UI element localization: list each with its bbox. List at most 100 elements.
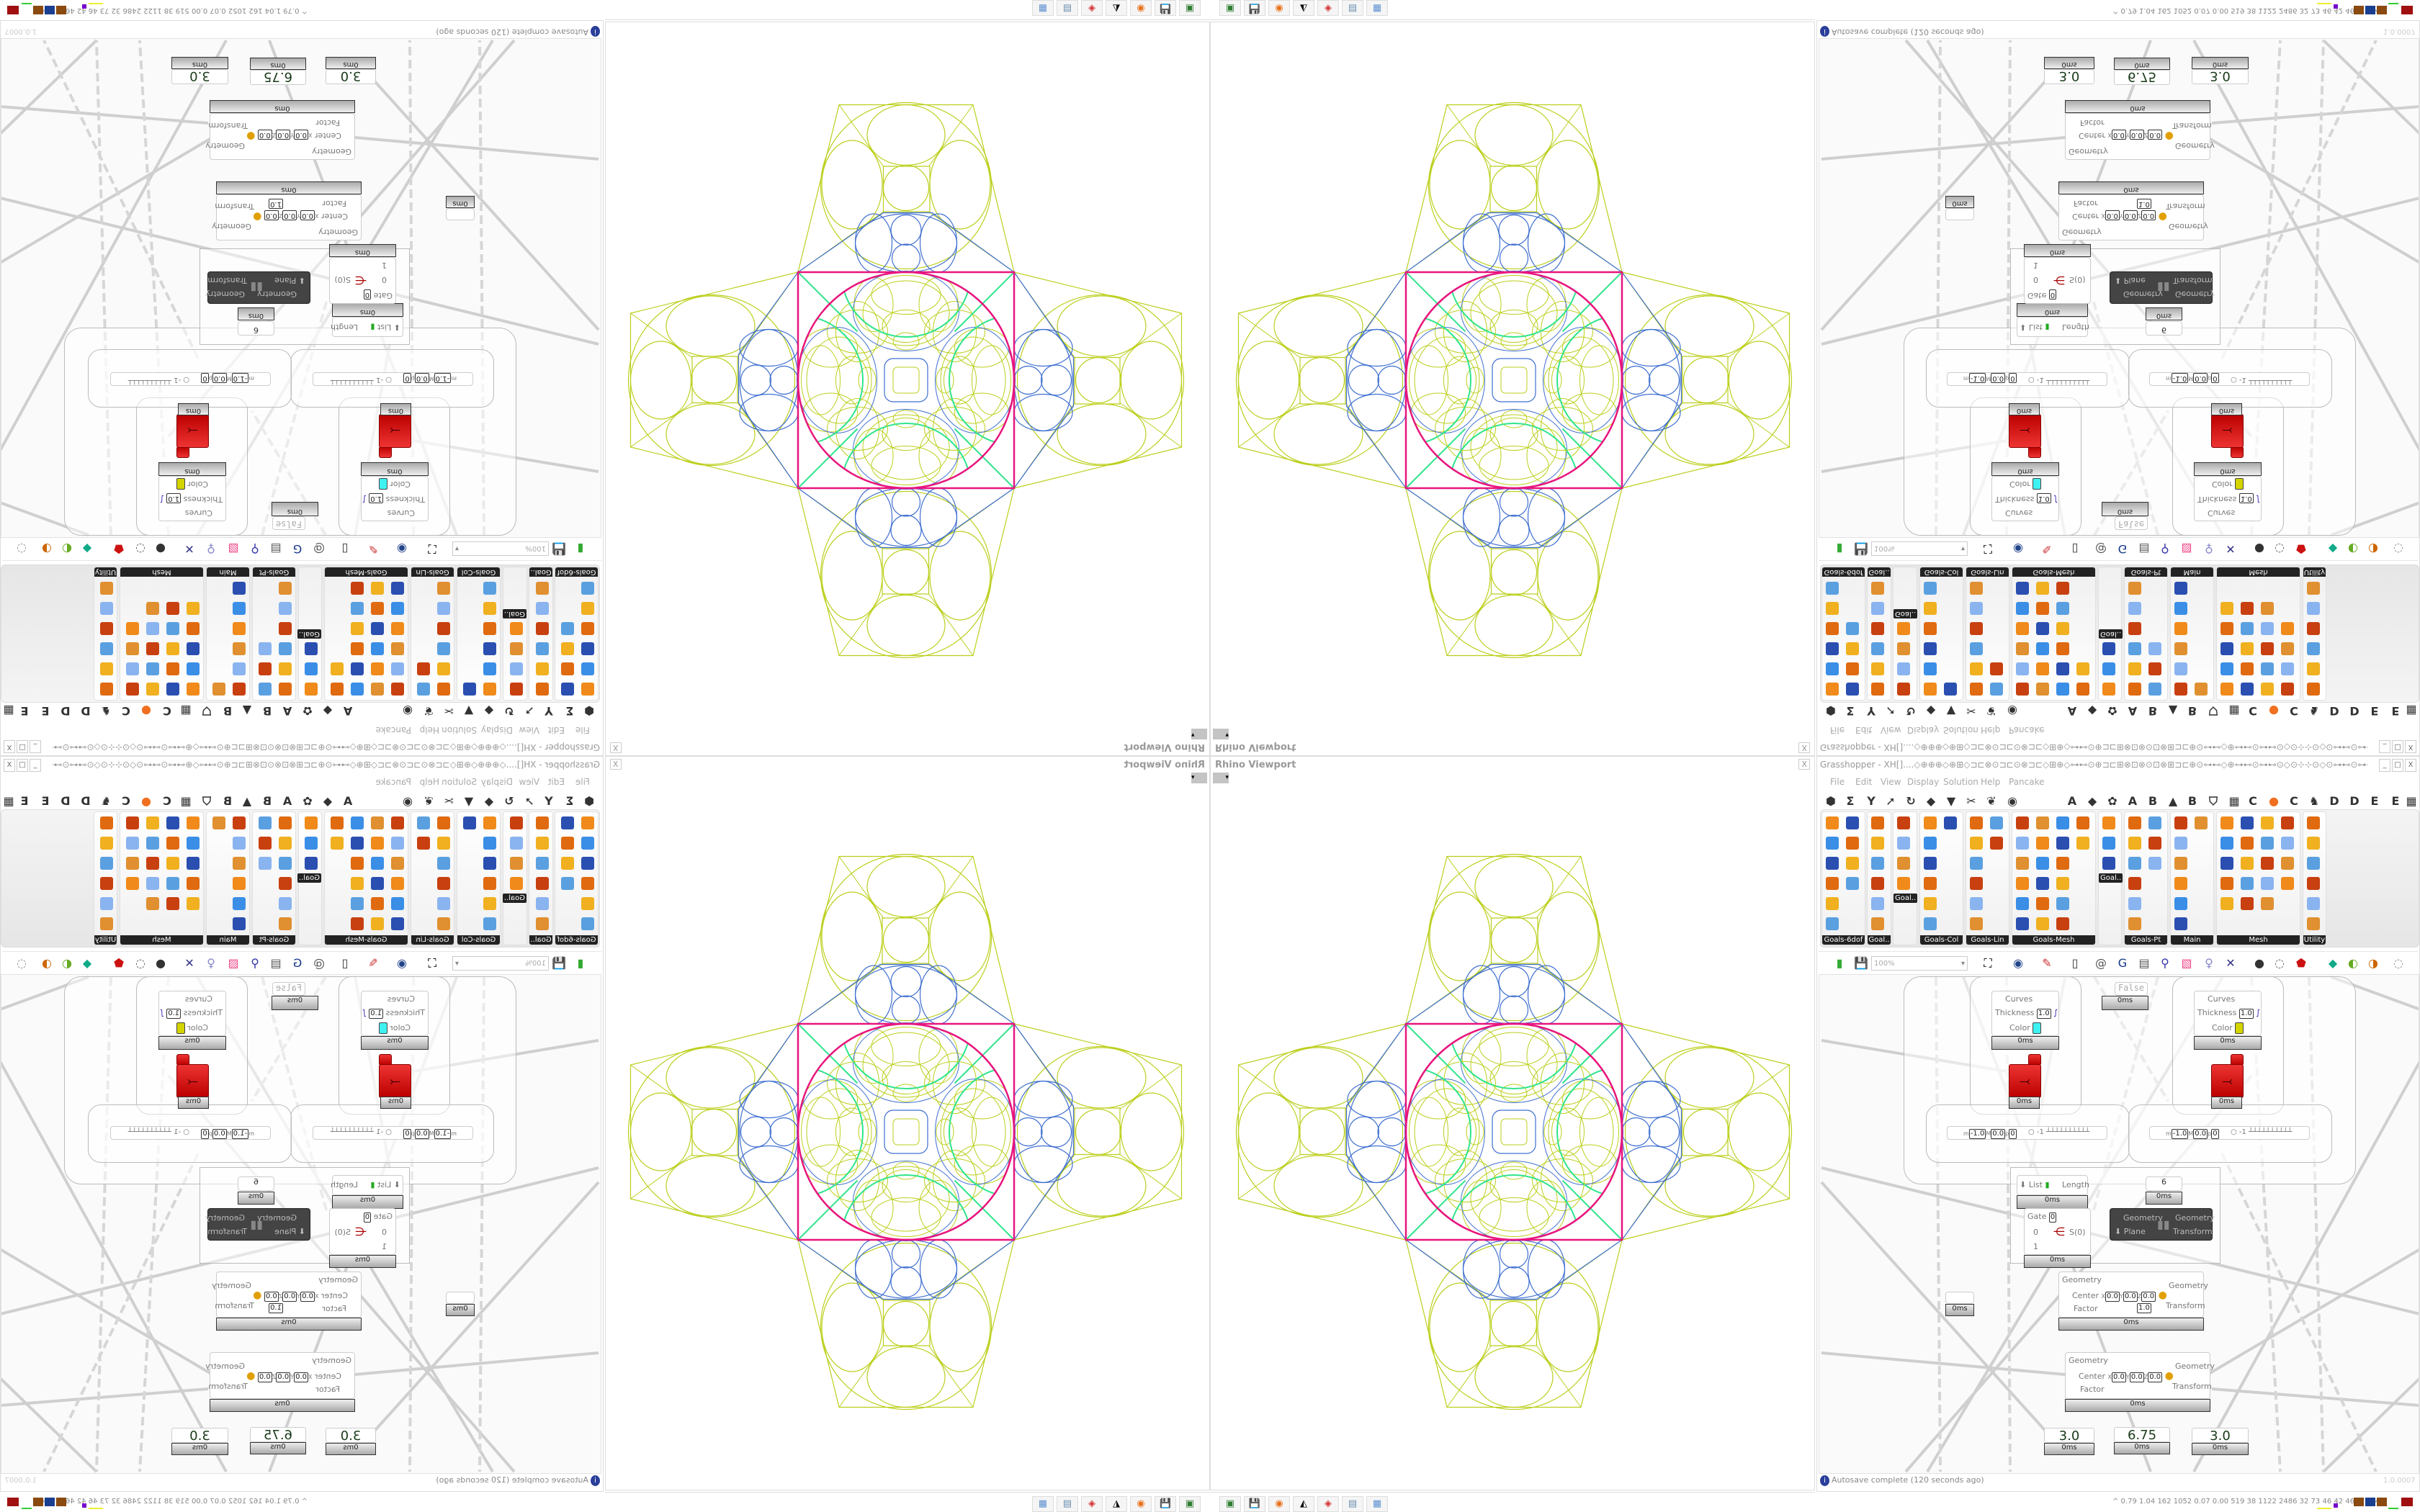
new-file-icon[interactable]: ▮ — [577, 542, 584, 556]
component-icon[interactable] — [2241, 602, 2254, 615]
category-icon[interactable]: ❦ — [1986, 704, 1996, 718]
component-icon[interactable] — [2016, 622, 2029, 635]
component-icon[interactable] — [2036, 917, 2049, 930]
sketch-icon[interactable]: ✎ — [2042, 542, 2052, 556]
component-icon[interactable] — [1871, 582, 1884, 595]
component-icon[interactable] — [2220, 683, 2233, 696]
number-panel[interactable]: 3.0 — [2044, 68, 2094, 84]
red-app-icon[interactable]: ◈ — [1317, 1496, 1339, 1512]
component-icon[interactable] — [2128, 683, 2141, 696]
component-icon[interactable] — [536, 602, 549, 615]
component-icon[interactable] — [305, 662, 318, 675]
component-icon[interactable] — [2016, 662, 2029, 675]
component-icon[interactable] — [1871, 622, 1884, 635]
component-icon[interactable] — [2281, 642, 2294, 655]
component-icon[interactable] — [1846, 877, 1859, 890]
component-icon[interactable] — [351, 642, 364, 655]
component-icon[interactable] — [2128, 602, 2141, 615]
component-icon[interactable] — [2174, 897, 2187, 910]
group-label[interactable]: Goals-6dof — [555, 567, 598, 577]
category-icon[interactable]: A — [2067, 794, 2077, 808]
category-icon[interactable]: C — [122, 794, 130, 808]
stream-gate-component[interactable]: Gate 0 0 1 ⋲ S(0) — [2024, 257, 2091, 304]
explode-tree-icon[interactable]: ⤙ — [2009, 414, 2041, 448]
component-icon[interactable] — [2036, 662, 2049, 675]
number-panel[interactable]: 3.0 — [171, 1428, 228, 1444]
number-panel[interactable]: 3.0 — [326, 1428, 376, 1444]
component-icon[interactable] — [2036, 642, 2049, 655]
component-icon[interactable] — [510, 683, 523, 696]
component-icon[interactable] — [1826, 877, 1839, 890]
component-icon[interactable] — [279, 877, 292, 890]
menu-file[interactable]: File — [575, 725, 590, 735]
rhino-viewport[interactable]: Rhino Viewport X ▾ — [1210, 756, 1815, 1490]
component-icon[interactable] — [2102, 837, 2115, 850]
group-label[interactable]: Main — [207, 935, 249, 945]
component-icon[interactable] — [1897, 857, 1910, 870]
component-icon[interactable] — [581, 897, 594, 910]
color-swatch[interactable] — [2033, 478, 2042, 490]
component-icon[interactable] — [2174, 917, 2187, 930]
category-icon[interactable]: ◆ — [1926, 704, 1936, 718]
component-icon[interactable] — [2220, 816, 2233, 829]
close-button[interactable]: X — [2405, 740, 2416, 753]
component-icon[interactable] — [391, 622, 404, 635]
component-icon[interactable] — [331, 683, 344, 696]
group-label[interactable]: Goal.. — [1868, 567, 1891, 577]
rhino-viewport[interactable]: Rhino Viewport X ▾ — [605, 756, 1210, 1490]
component-icon[interactable] — [483, 622, 496, 635]
center-y[interactable]: 0.0 — [2129, 130, 2144, 140]
category-icon[interactable]: ● — [141, 704, 151, 718]
component-icon[interactable] — [279, 602, 292, 615]
thickness-value[interactable]: 1.0 — [369, 1009, 384, 1019]
component-icon[interactable] — [483, 877, 496, 890]
component-icon[interactable] — [2307, 816, 2320, 829]
component-icon[interactable] — [100, 582, 113, 595]
component-icon[interactable] — [391, 857, 404, 870]
zoom-extents-icon[interactable]: ⛶ — [428, 542, 436, 556]
component-icon[interactable] — [351, 602, 364, 615]
component-icon[interactable] — [417, 837, 430, 850]
category-icon[interactable]: B — [223, 794, 233, 808]
category-icon[interactable]: ↻ — [504, 794, 514, 808]
number-panel[interactable]: 3.0 — [2192, 68, 2249, 84]
component-icon[interactable] — [2174, 816, 2187, 829]
category-icon[interactable]: ⬢ — [1826, 794, 1836, 808]
number-panel[interactable]: 3.0 — [2044, 1428, 2094, 1444]
category-icon[interactable]: ↻ — [504, 704, 514, 718]
group-label[interactable]: Goals-Mesh — [2012, 935, 2095, 945]
component-icon[interactable] — [1924, 897, 1937, 910]
menu-view[interactable]: View — [1881, 725, 1901, 735]
unknown-box-icon[interactable]: ▧ — [2181, 542, 2192, 556]
component-icon[interactable] — [1990, 816, 2003, 829]
component-icon[interactable] — [536, 622, 549, 635]
component-icon[interactable] — [1897, 683, 1910, 696]
factor-value[interactable]: 1.0 — [2137, 1303, 2151, 1313]
category-icon[interactable]: ▼ — [1946, 794, 1956, 808]
category-icon[interactable]: ✂ — [1966, 794, 1976, 808]
component-icon[interactable] — [1924, 582, 1937, 595]
panel[interactable]: 6 — [238, 321, 274, 336]
component-icon[interactable] — [351, 837, 364, 850]
component-icon[interactable] — [1871, 877, 1884, 890]
component-icon[interactable] — [1846, 642, 1859, 655]
component-icon[interactable] — [463, 816, 476, 829]
factor-value[interactable]: 1.0 — [2137, 199, 2151, 209]
collapsed-group-label[interactable]: Goal.. — [297, 629, 321, 639]
component-icon[interactable] — [2307, 837, 2320, 850]
document-icon[interactable]: ▤ — [2138, 956, 2150, 970]
minimize-button[interactable]: _ — [30, 740, 41, 753]
group-label[interactable]: Goal.. — [529, 567, 552, 577]
factor-value[interactable]: 1.0 — [269, 199, 283, 209]
custom-preview-component[interactable]: Curves Thickness 1.0 ∫ Color — [158, 476, 226, 521]
terminal-icon[interactable]: ▣ — [1179, 0, 1201, 16]
component-icon[interactable] — [561, 857, 574, 870]
viewport-menu-dropdown[interactable]: ▾ — [1213, 773, 1229, 783]
color-swatch[interactable] — [176, 478, 185, 490]
factor-field[interactable]: 1.0 — [2137, 199, 2151, 210]
dotted-circle-icon[interactable]: ◌ — [2393, 956, 2403, 970]
component-icon[interactable] — [233, 662, 246, 675]
category-icon[interactable]: ✂ — [444, 794, 454, 808]
orient-component[interactable]: Geometry ⬇ Plane ▮▮ Geometry Transform — [2110, 271, 2215, 304]
